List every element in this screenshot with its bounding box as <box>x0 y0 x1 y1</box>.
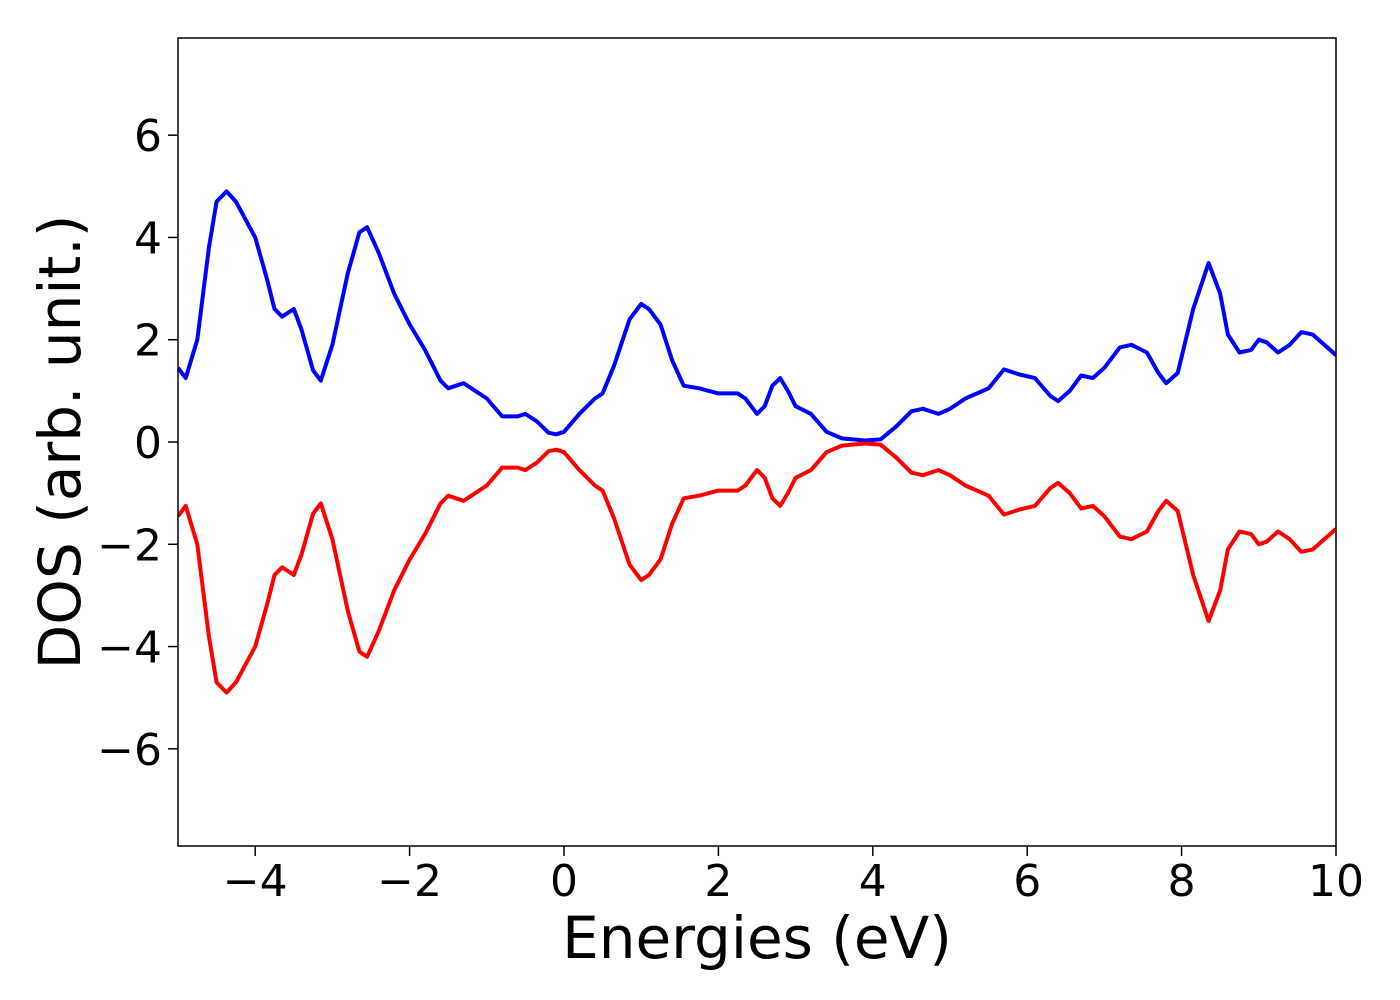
line-series <box>178 441 1336 695</box>
y-tick-label: 2 <box>134 316 162 367</box>
plot-frame <box>177 37 1337 847</box>
y-tick-label: −2 <box>97 520 162 571</box>
x-tick-label: 6 <box>1013 856 1041 907</box>
y-tick-label: 4 <box>134 213 162 264</box>
line-series <box>178 189 1336 443</box>
y-tick-label: −6 <box>97 725 162 776</box>
x-tick-label: −2 <box>377 856 442 907</box>
y-tick-label: −4 <box>97 623 162 674</box>
x-tick-label: 2 <box>704 856 732 907</box>
y-tick-label: 0 <box>134 418 162 469</box>
x-tick-label: 8 <box>1168 856 1196 907</box>
y-tick-label: 6 <box>134 111 162 162</box>
x-tick-label: 4 <box>859 856 887 907</box>
y-axis-label: DOS (arb. unit.) <box>26 215 94 670</box>
x-tick-label: −4 <box>223 856 288 907</box>
x-tick-label: 0 <box>550 856 578 907</box>
x-tick-label: 10 <box>1308 856 1364 907</box>
x-axis-label: Energies (eV) <box>562 904 952 972</box>
